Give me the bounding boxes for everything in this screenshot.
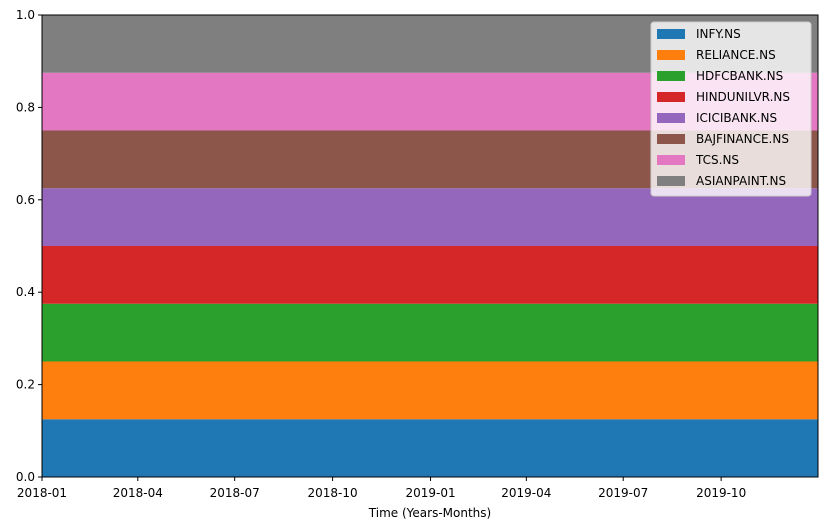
legend-label: INFY.NS xyxy=(696,27,741,41)
area-series-tcs-ns xyxy=(42,72,818,131)
legend-swatch xyxy=(657,50,685,60)
x-axis-title: Time (Years-Months) xyxy=(368,506,491,520)
legend-label: BAJFINANCE.NS xyxy=(696,132,789,146)
x-tick-label: 2019-10 xyxy=(696,486,746,500)
area-series-asianpaint-ns xyxy=(42,15,818,73)
legend-box xyxy=(650,21,812,197)
area-series-infy-ns xyxy=(42,419,818,477)
y-tick-label: 0.8 xyxy=(16,100,35,114)
x-tick-label: 2019-04 xyxy=(501,486,551,500)
legend-swatch xyxy=(657,176,685,186)
area-series-bajfinance-ns xyxy=(42,130,818,189)
legend-swatch xyxy=(657,71,685,81)
legend-swatch xyxy=(657,29,685,39)
x-axis: 2018-01 2018-04 2018-07 2018-10 2019-01 2019-… xyxy=(17,477,746,500)
x-tick-label: 2018-04 xyxy=(113,486,163,500)
y-tick-label: 0.2 xyxy=(16,378,35,392)
legend-label: HDFCBANK.NS xyxy=(696,69,783,83)
legend-label: TCS.NS xyxy=(695,153,739,167)
legend-swatch xyxy=(657,92,685,102)
x-tick-label: 2019-07 xyxy=(598,486,648,500)
legend-label: ASIANPAINT.NS xyxy=(696,174,786,188)
y-tick-label: 1.0 xyxy=(16,8,35,22)
x-tick-label: 2019-01 xyxy=(405,486,455,500)
plot-frame xyxy=(41,14,819,478)
area-series-icicibank-ns xyxy=(42,188,818,246)
y-tick-label: 0.4 xyxy=(16,285,35,299)
legend-swatch xyxy=(657,134,685,144)
x-tick-label: 2018-07 xyxy=(210,486,260,500)
x-tick-label: 2018-01 xyxy=(17,486,67,500)
y-tick-label: 0.0 xyxy=(16,470,35,484)
legend: INFY.NS RELIANCE.NS HDFCBANK.NS HINDUNILVR.… xyxy=(650,21,812,197)
legend-label: ICICIBANK.NS xyxy=(696,111,777,125)
area-series-reliance-ns xyxy=(42,361,818,420)
y-axis: 0.0 0.2 0.4 0.6 0.8 1.0 xyxy=(16,8,42,484)
area-series-hindunilvr-ns xyxy=(42,246,818,304)
area-series-group xyxy=(42,15,818,477)
area-series-hdfcbank-ns xyxy=(42,303,818,362)
legend-label: HINDUNILVR.NS xyxy=(696,90,790,104)
x-tick-label: 2018-10 xyxy=(308,486,358,500)
legend-swatch xyxy=(657,113,685,123)
legend-swatch xyxy=(657,155,685,165)
y-tick-label: 0.6 xyxy=(16,193,35,207)
legend-label: RELIANCE.NS xyxy=(696,48,776,62)
